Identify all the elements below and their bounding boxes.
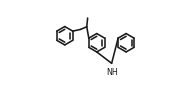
Text: NH: NH bbox=[106, 68, 118, 77]
